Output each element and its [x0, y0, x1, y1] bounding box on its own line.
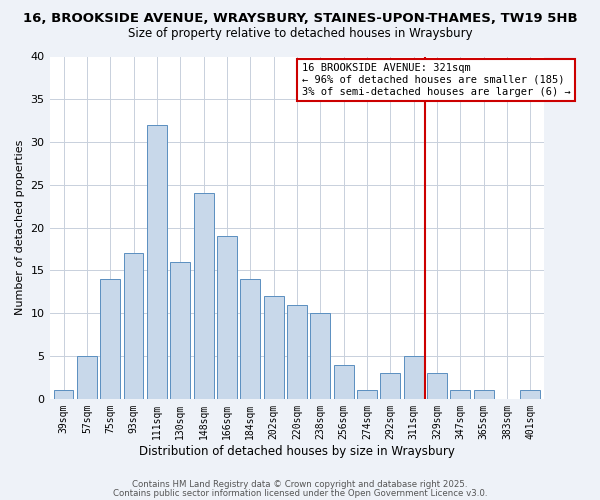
Bar	[380, 373, 400, 399]
Bar	[427, 373, 447, 399]
Text: 16, BROOKSIDE AVENUE, WRAYSBURY, STAINES-UPON-THAMES, TW19 5HB: 16, BROOKSIDE AVENUE, WRAYSBURY, STAINES…	[23, 12, 577, 26]
Text: Contains public sector information licensed under the Open Government Licence v3: Contains public sector information licen…	[113, 488, 487, 498]
Bar	[77, 356, 97, 399]
Y-axis label: Number of detached properties: Number of detached properties	[15, 140, 25, 316]
Bar	[53, 390, 73, 399]
Bar	[334, 364, 353, 399]
Bar	[263, 296, 284, 399]
Bar	[100, 279, 120, 399]
Bar	[170, 262, 190, 399]
Bar	[404, 356, 424, 399]
Bar	[124, 254, 143, 399]
Text: Size of property relative to detached houses in Wraysbury: Size of property relative to detached ho…	[128, 28, 472, 40]
X-axis label: Distribution of detached houses by size in Wraysbury: Distribution of detached houses by size …	[139, 444, 455, 458]
Bar	[217, 236, 237, 399]
Bar	[357, 390, 377, 399]
Text: Contains HM Land Registry data © Crown copyright and database right 2025.: Contains HM Land Registry data © Crown c…	[132, 480, 468, 489]
Bar	[310, 313, 330, 399]
Bar	[520, 390, 540, 399]
Bar	[194, 194, 214, 399]
Bar	[474, 390, 494, 399]
Bar	[147, 125, 167, 399]
Text: 16 BROOKSIDE AVENUE: 321sqm
← 96% of detached houses are smaller (185)
3% of sem: 16 BROOKSIDE AVENUE: 321sqm ← 96% of det…	[302, 64, 571, 96]
Bar	[241, 279, 260, 399]
Bar	[287, 304, 307, 399]
Bar	[451, 390, 470, 399]
